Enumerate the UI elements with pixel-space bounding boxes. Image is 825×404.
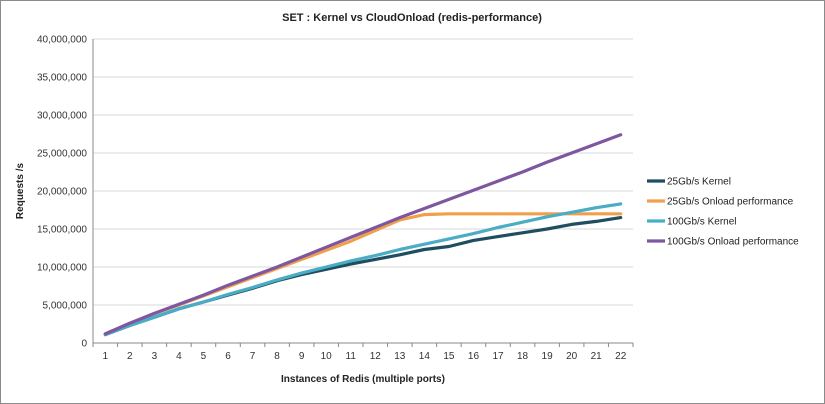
y-tick-label: 25,000,000 bbox=[37, 149, 87, 160]
y-tick-label: 20,000,000 bbox=[37, 187, 87, 198]
x-tick-label: 18 bbox=[517, 351, 529, 362]
y-tick-label: 30,000,000 bbox=[37, 111, 87, 122]
x-tick-label: 12 bbox=[370, 351, 382, 362]
x-tick-label: 14 bbox=[419, 351, 431, 362]
y-tick-label: 0 bbox=[81, 339, 87, 350]
legend: 25Gb/s Kernel 25Gb/s Onload performance 10… bbox=[647, 177, 799, 248]
x-tick-label: 11 bbox=[346, 351, 357, 362]
y-tick-label: 15,000,000 bbox=[37, 225, 87, 236]
x-tick-label: 13 bbox=[394, 351, 406, 362]
x-tick-label: 17 bbox=[492, 351, 504, 362]
x-tick-label: 5 bbox=[201, 351, 207, 362]
gridlines bbox=[93, 38, 633, 344]
y-tick-label: 40,000,000 bbox=[37, 35, 87, 46]
x-tick-label: 21 bbox=[591, 351, 603, 362]
y-tick-label: 35,000,000 bbox=[37, 73, 87, 84]
chart-title: SET : Kernel vs CloudOnload (redis-perfo… bbox=[282, 12, 542, 24]
x-tick-label: 6 bbox=[225, 351, 231, 362]
x-tick-label: 22 bbox=[615, 351, 627, 362]
x-tick-label: 10 bbox=[321, 351, 333, 362]
x-tick-label: 7 bbox=[250, 351, 256, 362]
x-tick-label: 9 bbox=[299, 351, 305, 362]
legend-label: 100Gb/s Onload performance bbox=[667, 237, 799, 248]
series-lines bbox=[103, 133, 623, 337]
legend-label: 25Gb/s Onload performance bbox=[667, 197, 794, 208]
x-axis-label: Instances of Redis (multiple ports) bbox=[281, 374, 445, 385]
x-tick-label: 4 bbox=[176, 351, 182, 362]
axes: 0 5,000,000 10,000,000 15,000,000 20,000,000… bbox=[37, 35, 634, 362]
x-tick-label: 20 bbox=[566, 351, 578, 362]
legend-label: 25Gb/s Kernel bbox=[667, 177, 731, 188]
y-axis-label: Requests /s bbox=[15, 162, 26, 219]
x-tick-label: 2 bbox=[127, 351, 133, 362]
x-tick-label: 19 bbox=[542, 351, 554, 362]
x-tick-label: 16 bbox=[468, 351, 480, 362]
series-line-4 bbox=[103, 133, 623, 336]
x-tick-label: 8 bbox=[274, 351, 280, 362]
y-tick-label: 5,000,000 bbox=[43, 301, 88, 312]
x-tick-label: 1 bbox=[102, 351, 108, 362]
x-tick-label: 15 bbox=[443, 351, 455, 362]
legend-label: 100Gb/s Kernel bbox=[667, 217, 737, 228]
x-tick-label: 3 bbox=[152, 351, 158, 362]
series-line-3 bbox=[103, 202, 623, 337]
y-tick-label: 10,000,000 bbox=[37, 263, 87, 274]
